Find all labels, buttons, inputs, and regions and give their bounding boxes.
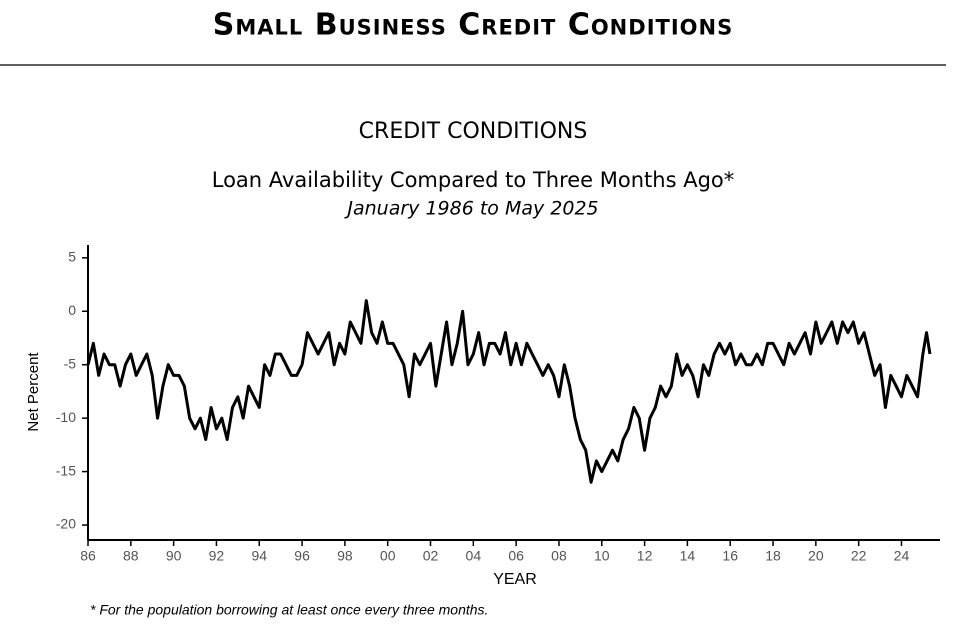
- x-tick-label: 14: [680, 548, 696, 564]
- y-tick-label: -20: [56, 516, 76, 532]
- x-tick-label: 18: [765, 548, 781, 564]
- page-header: Small Business Credit Conditions: [213, 8, 733, 43]
- x-tick-label: 22: [851, 548, 867, 564]
- x-tick-label: 86: [80, 548, 96, 564]
- y-tick-label: -15: [56, 462, 76, 478]
- x-tick-label: 90: [166, 548, 182, 564]
- footnote: * For the population borrowing at least …: [90, 602, 488, 618]
- x-tick-label: 08: [551, 548, 567, 564]
- chart-title: CREDIT CONDITIONS: [359, 119, 588, 144]
- x-tick-label: 92: [209, 548, 225, 564]
- y-axis-label: Net Percent: [25, 352, 42, 432]
- x-tick-label: 20: [808, 548, 824, 564]
- date-range: January 1986 to May 2025: [343, 198, 598, 220]
- x-tick-label: 96: [294, 548, 310, 564]
- data-line: [86, 299, 932, 484]
- x-tick-label: 16: [722, 548, 738, 564]
- x-tick-label: 10: [594, 548, 610, 564]
- x-tick-label: 12: [637, 548, 653, 564]
- x-tick-label: 88: [123, 548, 139, 564]
- x-tick-label: 24: [894, 548, 910, 564]
- x-tick-label: 04: [466, 548, 482, 564]
- x-axis-label: YEAR: [493, 571, 537, 588]
- x-tick-label: 00: [380, 548, 396, 564]
- y-tick-label: -10: [56, 409, 76, 425]
- y-tick-label: -5: [64, 355, 77, 371]
- chart-subtitle: Loan Availability Compared to Three Mont…: [212, 168, 735, 192]
- y-tick-label: 5: [68, 249, 76, 265]
- x-tick-label: 02: [423, 548, 439, 564]
- y-tick-label: 0: [68, 302, 76, 318]
- x-tick-label: 06: [508, 548, 524, 564]
- x-tick-label: 94: [251, 548, 267, 564]
- x-tick-label: 98: [337, 548, 353, 564]
